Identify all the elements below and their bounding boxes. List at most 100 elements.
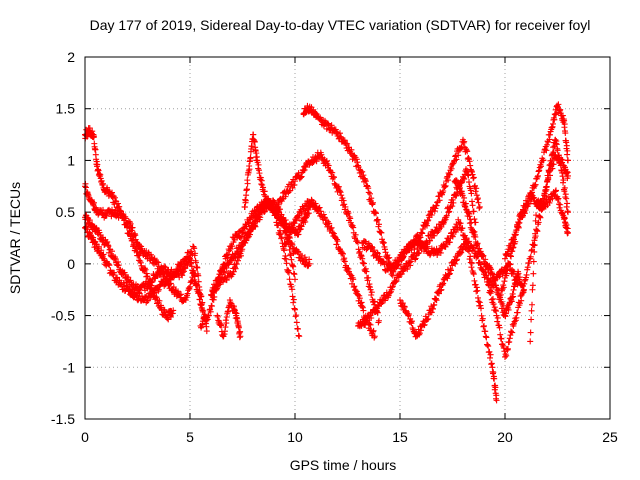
data-point [416, 249, 423, 256]
data-point [508, 328, 514, 335]
data-point [509, 239, 516, 246]
data-point [563, 195, 570, 202]
data-point [478, 312, 485, 319]
data-point [333, 241, 340, 248]
data-point [528, 307, 535, 314]
data-point [112, 194, 118, 201]
data-point [283, 256, 289, 263]
data-point [520, 289, 526, 296]
data-point [441, 217, 448, 224]
data-point [325, 162, 332, 169]
data-point [301, 166, 308, 173]
data-point [175, 288, 181, 295]
data-point [334, 238, 341, 245]
data-point [559, 112, 566, 119]
data-point [235, 257, 241, 264]
data-point [470, 174, 477, 181]
x-tick-labels: 0 5 10 15 20 25 [81, 429, 618, 445]
data-point [289, 293, 296, 300]
data-point [137, 259, 144, 266]
data-point [392, 278, 399, 285]
data-point [472, 188, 479, 195]
data-point [229, 271, 236, 278]
data-point [425, 315, 432, 322]
data-point [127, 220, 134, 227]
data-point [530, 270, 537, 277]
data-point [358, 252, 364, 259]
data-point [476, 205, 483, 212]
data-point [423, 245, 430, 252]
data-point [194, 264, 201, 271]
data-point [563, 142, 570, 149]
data-point [474, 240, 481, 247]
data-point [286, 231, 293, 238]
data-point [487, 351, 494, 358]
data-point [425, 217, 432, 224]
data-point [526, 260, 532, 267]
data-point [466, 238, 472, 245]
data-point [156, 297, 163, 304]
data-point [498, 335, 505, 342]
data-point [286, 187, 293, 194]
data-point [295, 326, 301, 333]
data-point [554, 196, 561, 203]
data-point [295, 332, 302, 339]
data-point [475, 195, 481, 202]
data-point [473, 192, 480, 199]
data-point [475, 298, 482, 305]
data-point [111, 269, 118, 276]
data-point [494, 314, 501, 321]
x-tick-label: 10 [287, 429, 303, 445]
data-point [486, 348, 493, 355]
data-point [468, 190, 475, 197]
data-point [466, 256, 473, 263]
data-point [401, 303, 408, 310]
x-tick-label: 20 [497, 429, 513, 445]
data-point [179, 263, 186, 270]
data-point [400, 300, 406, 307]
data-point [409, 318, 415, 325]
data-point [506, 260, 513, 267]
data-point [298, 223, 305, 230]
data-point [464, 239, 471, 246]
y-axis-label: SDTVAR / TECUs [7, 182, 23, 294]
data-point [452, 228, 459, 235]
data-point [207, 308, 214, 315]
data-point [548, 160, 555, 167]
data-point [320, 211, 327, 218]
x-tick-label: 5 [186, 429, 194, 445]
data-point [532, 217, 539, 224]
data-point [466, 158, 473, 165]
data-point [449, 203, 456, 210]
data-point [533, 212, 540, 219]
data-point [100, 206, 106, 213]
data-point [521, 277, 528, 284]
data-point [364, 277, 371, 284]
data-point [337, 130, 343, 137]
data-point [295, 231, 302, 238]
data-point [497, 291, 504, 298]
data-point [467, 187, 474, 194]
data-point [365, 185, 372, 192]
data-point [511, 236, 517, 243]
data-point [151, 293, 158, 300]
data-point [477, 302, 484, 309]
data-point [431, 208, 438, 215]
data-point [246, 166, 253, 173]
data-point [167, 313, 174, 320]
data-point [536, 164, 543, 171]
data-point [390, 268, 397, 275]
data-point [98, 247, 105, 254]
data-point [318, 151, 325, 158]
series-track-21 [527, 136, 571, 345]
data-point [454, 256, 460, 263]
data-point [545, 139, 552, 146]
data-point [344, 264, 351, 271]
data-point [352, 231, 359, 238]
data-point [185, 255, 192, 262]
data-point [520, 287, 527, 294]
data-point [444, 275, 451, 282]
data-point [487, 264, 494, 271]
data-point [553, 187, 559, 194]
